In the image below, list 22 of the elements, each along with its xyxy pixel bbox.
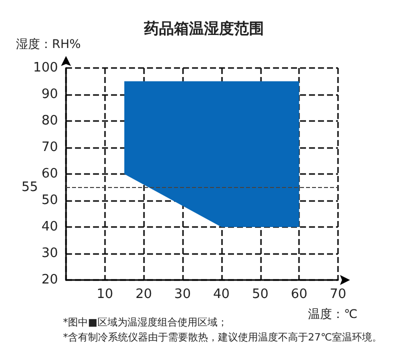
y-tick-label: 100 <box>33 60 58 76</box>
x-tick-label: 50 <box>252 287 269 302</box>
y-axis-title: 湿度：RH% <box>16 37 81 51</box>
x-tick-label: 20 <box>135 287 152 302</box>
y-tick-label: 20 <box>41 272 58 288</box>
x-tick-label: 10 <box>96 287 114 302</box>
x-tick-label: 30 <box>174 287 191 302</box>
x-axis-title: 温度：℃ <box>308 307 358 321</box>
y-tick-label: 50 <box>41 193 58 208</box>
y-tick-label: 40 <box>41 220 58 234</box>
y-tick-label: 30 <box>41 246 58 261</box>
y-tick-label: 80 <box>41 114 58 128</box>
chart-title: 药品箱温湿度范围 <box>143 20 264 38</box>
ref-line-label: 55 <box>21 180 38 195</box>
text: *含有制冷系统仪器由于需要散热，建议使用温度不高于27℃室温环境。 <box>63 332 382 344</box>
x-tick-label: 60 <box>290 287 308 302</box>
x-tick-label: 70 <box>330 287 346 302</box>
text: *图中■区域为温湿度组合使用区域； <box>63 316 228 328</box>
y-tick-label: 60 <box>41 166 58 182</box>
y-tick-label: 70 <box>41 140 58 155</box>
y-tick-label: 90 <box>41 87 58 102</box>
x-tick-label: 40 <box>213 287 230 302</box>
